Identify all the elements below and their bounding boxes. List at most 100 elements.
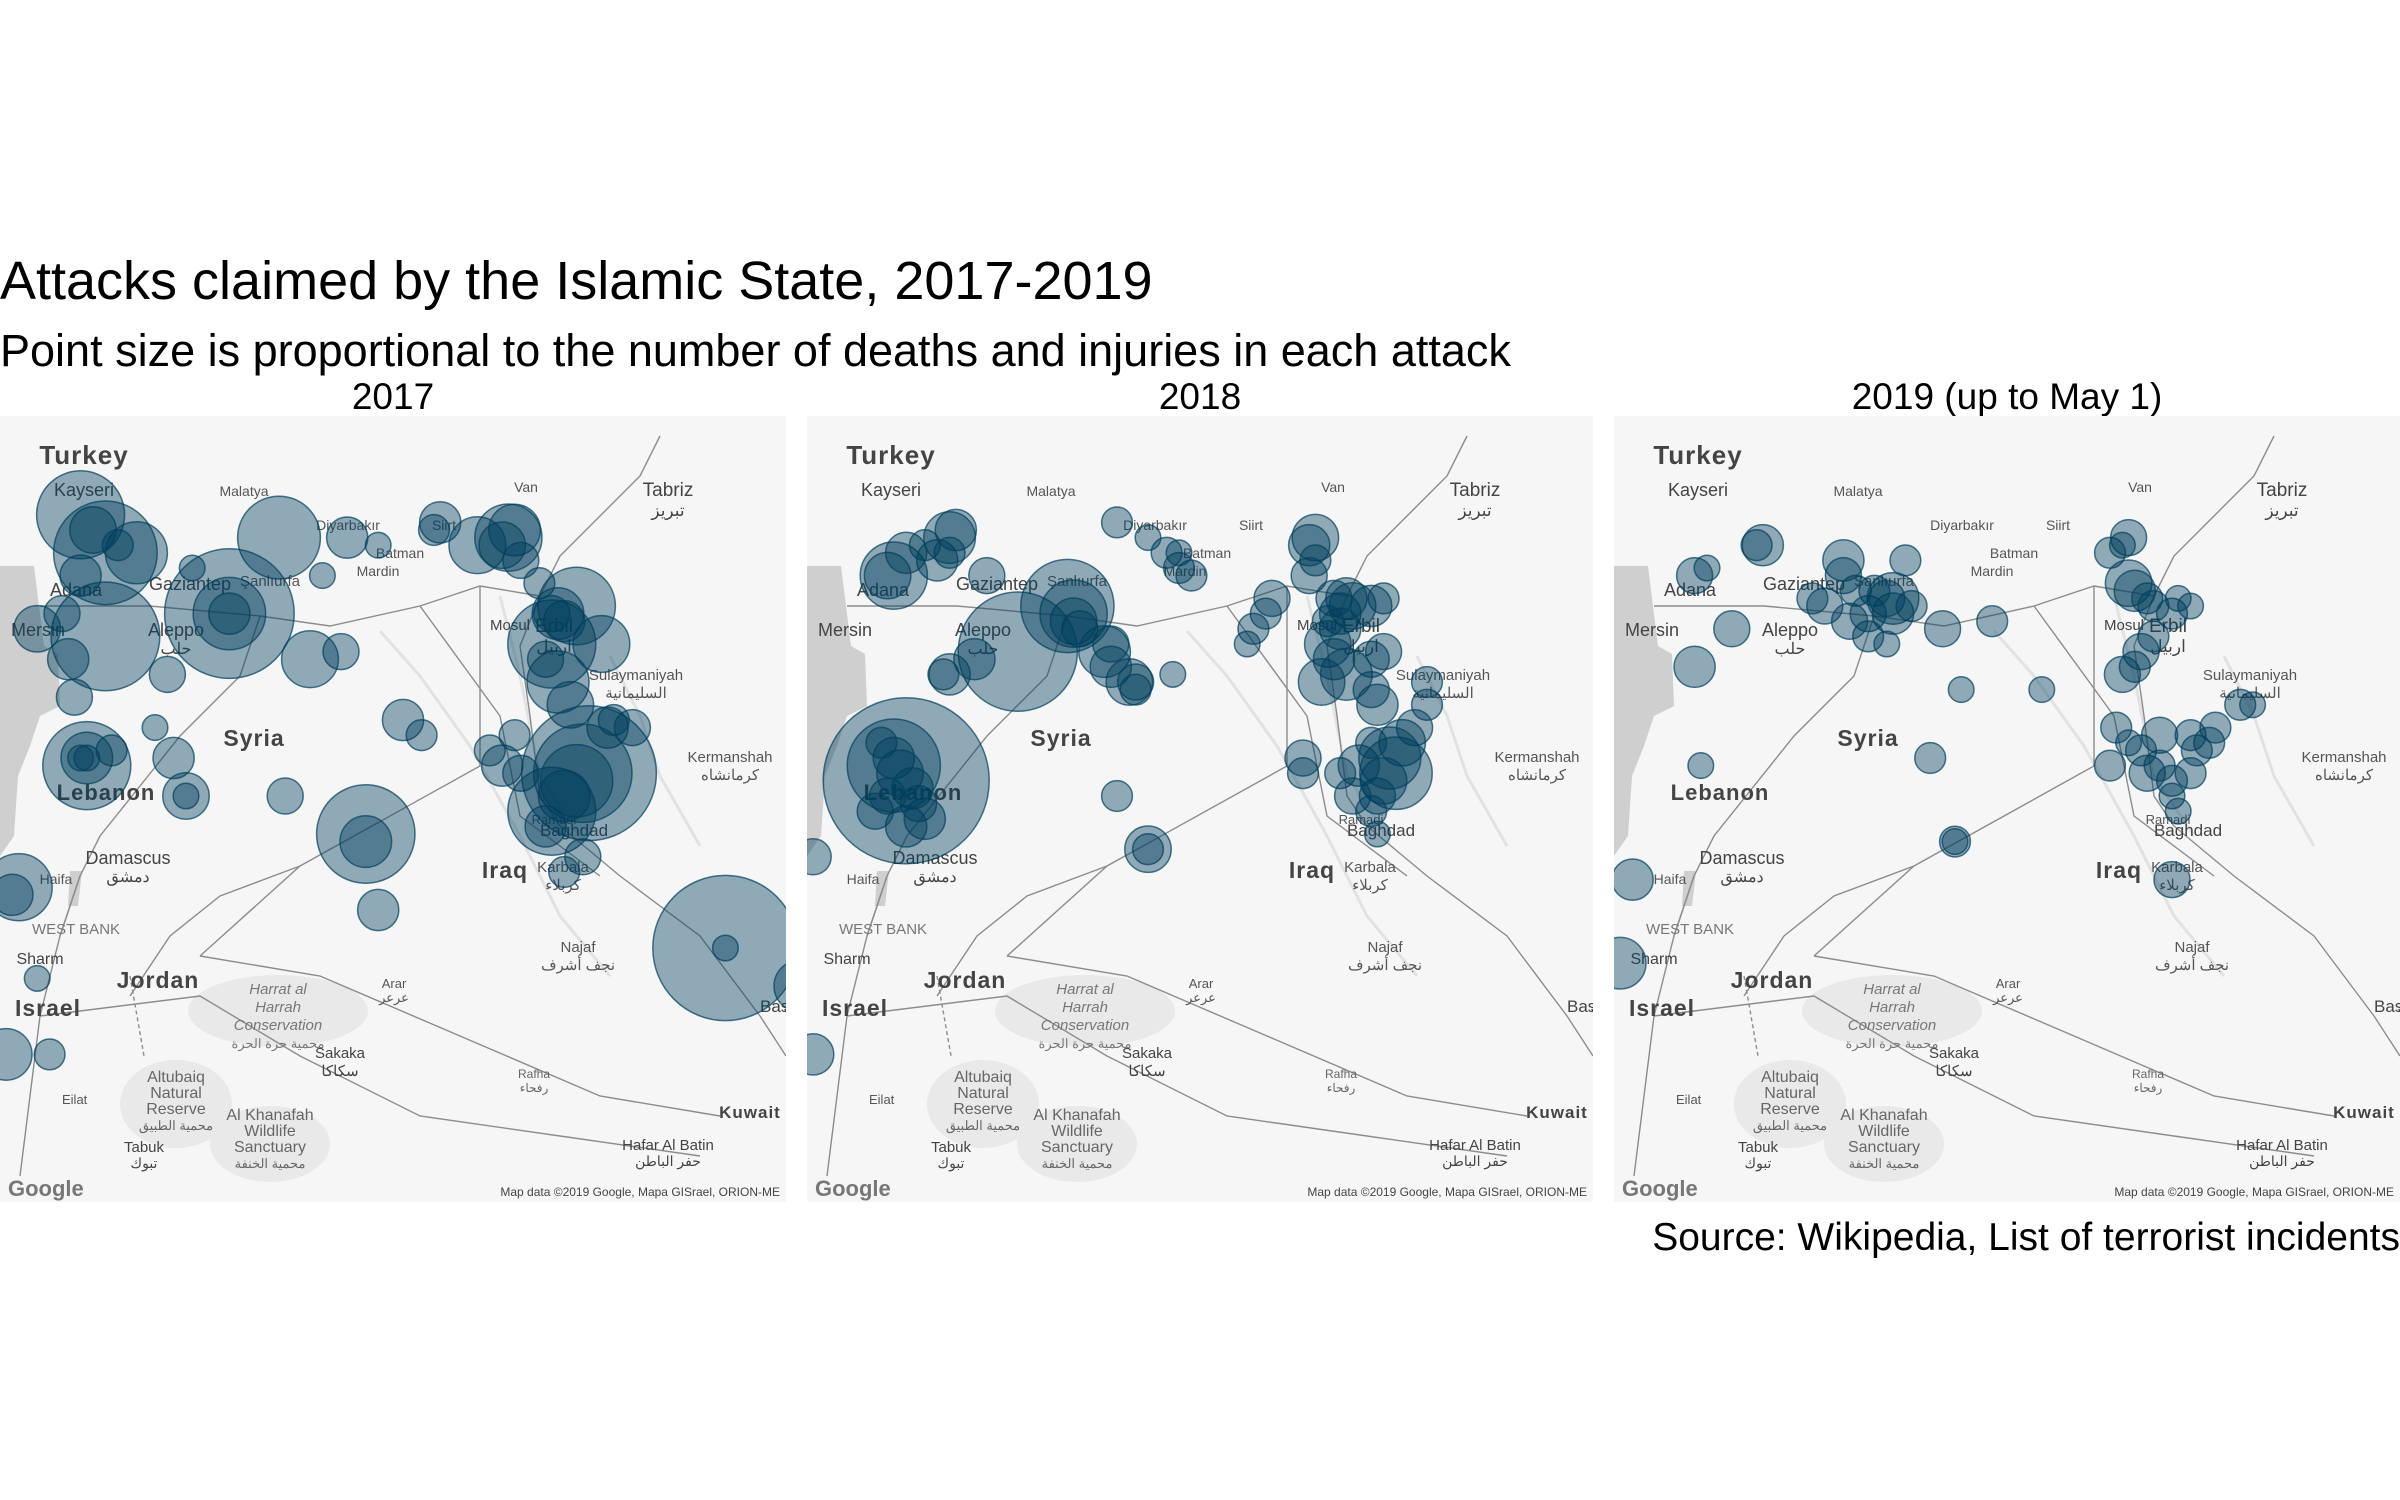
attack-point xyxy=(46,637,90,681)
map-label: Mardin xyxy=(1971,563,2014,579)
country-border xyxy=(2173,825,2400,1057)
attack-point xyxy=(2239,691,2267,719)
attack-point xyxy=(1233,630,1261,658)
map-label: Tabuk xyxy=(931,1139,972,1156)
map-label: عرعر xyxy=(378,990,409,1006)
country-border xyxy=(539,435,661,597)
country-border xyxy=(419,605,601,877)
attack-point xyxy=(933,536,966,569)
reserve-area xyxy=(1017,1106,1137,1182)
map-label: Van xyxy=(514,479,538,495)
attack-point xyxy=(2108,531,2136,559)
map-label: Damascus xyxy=(1699,848,1784,868)
attack-point xyxy=(1324,757,1357,790)
map-label: Reserve xyxy=(146,1101,206,1118)
map-label: Syria xyxy=(223,725,284,751)
map-label: رفحاء xyxy=(2134,1081,2163,1095)
attack-point xyxy=(1740,529,1773,562)
map-label: محمية الطبيق xyxy=(1753,1118,1827,1134)
map-label: Aleppo xyxy=(955,620,1011,640)
map-label: Turkey xyxy=(846,440,935,470)
attack-point xyxy=(141,714,169,742)
attack-point xyxy=(1873,630,1901,658)
map-label: Batman xyxy=(376,545,424,561)
attack-point xyxy=(178,554,206,582)
map-attribution: Map data ©2019 Google, Mapa GISrael, ORI… xyxy=(2114,1185,2394,1199)
attack-point xyxy=(236,495,322,580)
map-label: نجف أشرف xyxy=(541,955,615,974)
attack-point xyxy=(2122,632,2160,671)
attack-point xyxy=(473,734,506,767)
map-label: Batman xyxy=(1990,545,2038,561)
attack-point xyxy=(2028,676,2056,704)
map-label: Israel xyxy=(822,995,888,1021)
map-label: Mosul xyxy=(2104,617,2144,634)
map-label: Sakaka xyxy=(315,1045,366,1062)
map-label: Baghdad xyxy=(540,821,608,840)
reserve-area xyxy=(1802,975,1982,1047)
attack-point xyxy=(1159,660,1187,688)
attack-point xyxy=(884,805,928,848)
map-label: السليمانية xyxy=(605,685,667,702)
map-label: Haifa xyxy=(847,871,880,887)
attack-point xyxy=(526,640,565,678)
attack-point xyxy=(537,566,617,646)
map-label: Adana xyxy=(1664,580,1717,600)
map-label: تبریز xyxy=(2264,501,2299,521)
map-label: Siirt xyxy=(2046,517,2070,533)
map-label: Erbil xyxy=(535,616,573,637)
attack-point xyxy=(1796,582,1829,615)
country-border xyxy=(1346,435,1468,597)
attack-point xyxy=(524,805,567,848)
map-label: Harrat al xyxy=(1863,981,1921,998)
map-label: Najaf xyxy=(1367,939,1403,956)
map-panel-2018[interactable]: Turkey Kayseri Malatya Van Tabriz تبریز Diyarb… xyxy=(807,416,1593,1202)
attack-point xyxy=(876,749,924,798)
map-label: Batman xyxy=(1183,545,1231,561)
attack-point xyxy=(572,614,631,674)
map-label: نجف أشرف xyxy=(1348,955,1422,974)
attack-point xyxy=(1947,676,1975,704)
map-label: Kermanshah xyxy=(2301,749,2386,766)
mediterranean-sea xyxy=(807,566,867,856)
attack-point xyxy=(1866,571,1920,625)
reserve-area xyxy=(995,975,1175,1047)
attack-point xyxy=(1355,726,1388,759)
chart-title: Attacks claimed by the Islamic State, 20… xyxy=(0,251,1153,311)
attack-point xyxy=(865,726,898,759)
map-label: Mosul xyxy=(490,617,530,634)
attack-point xyxy=(1713,610,1751,648)
attack-point xyxy=(859,541,929,610)
attack-point xyxy=(1871,592,1915,635)
attack-point xyxy=(266,777,304,815)
map-label: نجف أشرف xyxy=(2155,955,2229,974)
map-label: عرعر xyxy=(1185,990,1216,1006)
river xyxy=(1415,655,1509,847)
attack-point xyxy=(1364,632,1403,671)
map-label: Iraq xyxy=(1289,857,1335,883)
map-label: Iraq xyxy=(2096,857,2142,883)
map-label: Kayseri xyxy=(861,480,921,500)
attack-point xyxy=(1410,665,1444,699)
attack-point xyxy=(1287,523,1331,567)
map-panel-2017[interactable]: Turkey Kayseri Malatya Van Tabriz تبریز Diyarb… xyxy=(0,416,786,1202)
attack-point xyxy=(868,777,907,815)
attack-point xyxy=(1356,683,1399,727)
attack-point xyxy=(0,1027,33,1081)
map-label: Sanctuary xyxy=(234,1139,306,1156)
map-label: Harrah xyxy=(1869,999,1915,1016)
map-label: Sharm xyxy=(1630,951,1677,968)
attack-point xyxy=(928,653,971,696)
attack-point xyxy=(152,736,195,780)
attack-point xyxy=(2140,716,2179,754)
attack-point xyxy=(0,873,34,917)
map-label: Syria xyxy=(1030,725,1091,751)
attack-point xyxy=(59,554,102,597)
map-label: Sanctuary xyxy=(1848,1139,1920,1156)
attack-point xyxy=(1741,523,1785,567)
map-label: Mersin xyxy=(1625,620,1679,640)
map-label: Rafha xyxy=(2132,1067,2164,1081)
map-panel-2019[interactable]: Turkey Kayseri Malatya Van Tabriz تبریز Diyarb… xyxy=(1614,416,2400,1202)
country-border xyxy=(1006,955,1528,1117)
map-label: سكاكا xyxy=(1935,1063,1972,1080)
